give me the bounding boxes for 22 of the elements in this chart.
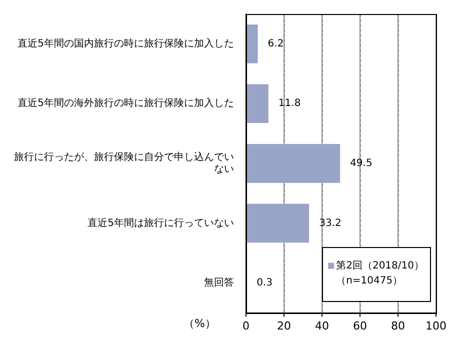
bar (246, 24, 258, 64)
y-tick-label: 無回答 (204, 276, 234, 289)
data-label: 49.5 (350, 158, 372, 169)
x-tick-label: 0 (242, 319, 250, 332)
data-label: 0.3 (256, 278, 272, 289)
x-tick-label: 20 (277, 319, 291, 332)
x-tick-label: 40 (315, 319, 329, 332)
y-tick-label: 直近5年間の海外旅行の時に旅行保険に加入した (18, 97, 234, 110)
bar (246, 204, 310, 243)
legend-label: 第2回（2018/10）（n=10475） (336, 259, 424, 286)
data-label: 6.2 (268, 38, 284, 50)
x-tick-label: 100 (426, 319, 446, 332)
bar (246, 144, 340, 183)
y-tick-label: 旅行に行ったが、旅行保険に自分で申し込んでいない (14, 150, 234, 175)
data-label: 11.8 (278, 98, 301, 110)
x-tick-label: 60 (353, 319, 367, 332)
x-tick-label: 80 (391, 319, 405, 332)
data-label: 33.2 (319, 218, 342, 229)
x-axis-title: （%） (184, 317, 216, 330)
bar (246, 84, 268, 124)
y-tick-label: 直近5年間の国内旅行の時に旅行保険に加入した (18, 37, 234, 50)
y-tick-label: 直近5年間は旅行に行っていない (88, 216, 234, 229)
